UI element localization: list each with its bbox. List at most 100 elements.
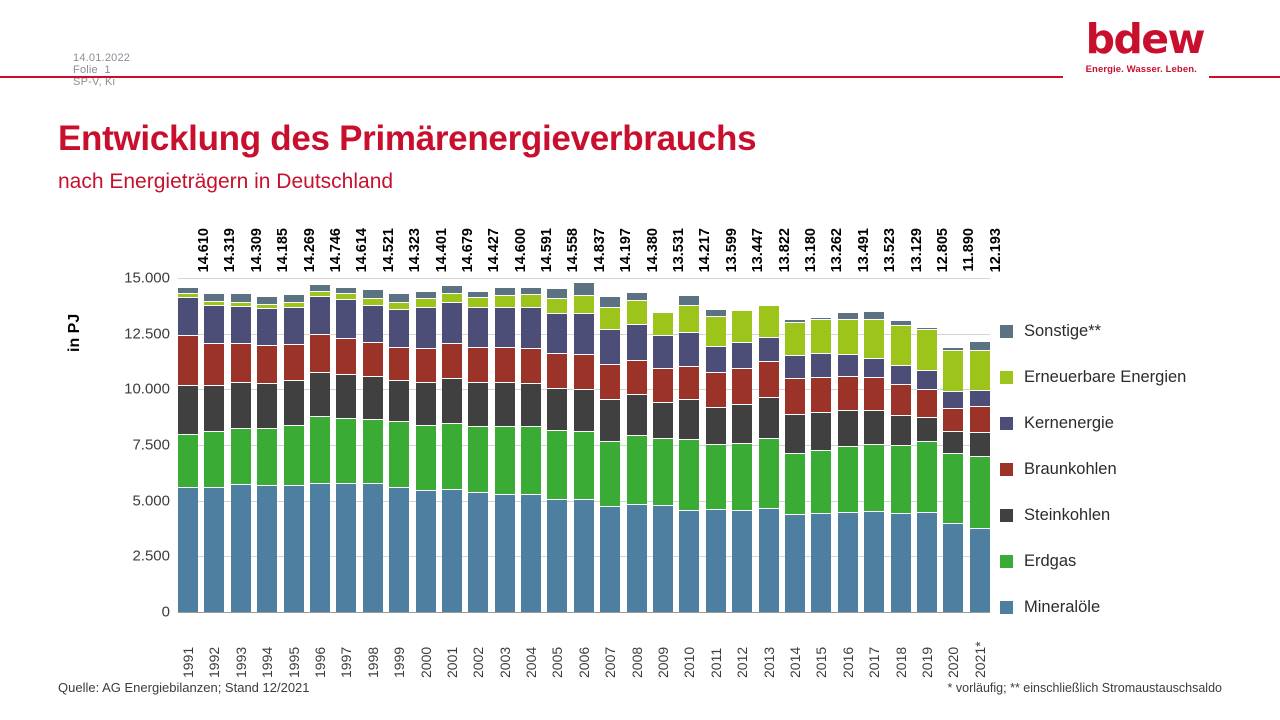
bar-segment[interactable]: [389, 421, 410, 487]
bar-segment[interactable]: [336, 293, 357, 299]
bar-segment[interactable]: [441, 301, 462, 344]
bar-column[interactable]: 14.558: [547, 228, 581, 612]
bar-segment[interactable]: [204, 293, 225, 302]
bar-segment[interactable]: [336, 338, 357, 375]
bar-segment[interactable]: [309, 283, 330, 291]
bar-segment[interactable]: [573, 353, 594, 389]
bar-segment[interactable]: [204, 301, 225, 306]
bar-segment[interactable]: [573, 281, 594, 295]
bar-segment[interactable]: [257, 308, 278, 346]
bar-segment[interactable]: [626, 324, 647, 361]
bar-segment[interactable]: [943, 347, 964, 350]
bar-segment[interactable]: [309, 371, 330, 417]
bar-column[interactable]: 12.193: [969, 228, 1004, 612]
bar-segment[interactable]: [336, 298, 357, 339]
bar-segment[interactable]: [758, 507, 779, 612]
bar-segment[interactable]: [837, 318, 858, 354]
bar-column[interactable]: 13.262: [811, 228, 845, 612]
bar-column[interactable]: 13.491: [837, 228, 872, 612]
bar-segment[interactable]: [547, 388, 568, 431]
bar-segment[interactable]: [758, 397, 779, 438]
bar-segment[interactable]: [468, 296, 489, 307]
bar-segment[interactable]: [389, 293, 410, 302]
bar-segment[interactable]: [178, 486, 198, 612]
bar-segment[interactable]: [784, 414, 805, 453]
bar-column[interactable]: 14.610: [178, 228, 212, 612]
bar-segment[interactable]: [890, 415, 911, 445]
bar-segment[interactable]: [811, 376, 832, 412]
bar-segment[interactable]: [521, 382, 542, 427]
bar-segment[interactable]: [732, 310, 753, 343]
bar-segment[interactable]: [626, 434, 647, 504]
bar-segment[interactable]: [969, 432, 990, 457]
bar-column[interactable]: 13.180: [784, 228, 819, 612]
bar-segment[interactable]: [309, 290, 330, 296]
bar-segment[interactable]: [441, 292, 462, 302]
bar-segment[interactable]: [890, 383, 911, 416]
bar-segment[interactable]: [600, 328, 621, 364]
bar-segment[interactable]: [441, 343, 462, 379]
bar-segment[interactable]: [784, 322, 805, 355]
bar-segment[interactable]: [653, 334, 674, 369]
bar-segment[interactable]: [943, 349, 964, 391]
bar-segment[interactable]: [309, 482, 330, 612]
bar-segment[interactable]: [362, 298, 383, 305]
bar-segment[interactable]: [784, 378, 805, 415]
bar-segment[interactable]: [837, 409, 858, 446]
bar-segment[interactable]: [362, 341, 383, 377]
bar-column[interactable]: 13.129: [890, 228, 925, 612]
bar-segment[interactable]: [784, 354, 805, 379]
bar-column[interactable]: 14.269: [283, 228, 318, 612]
bar-segment[interactable]: [362, 304, 383, 342]
bar-segment[interactable]: [653, 402, 674, 438]
bar-segment[interactable]: [336, 418, 357, 484]
bar-segment[interactable]: [864, 443, 885, 511]
bar-segment[interactable]: [573, 294, 594, 313]
bar-segment[interactable]: [864, 410, 885, 444]
bar-segment[interactable]: [916, 512, 937, 612]
bar-segment[interactable]: [547, 498, 568, 612]
bar-segment[interactable]: [679, 509, 700, 612]
bar-segment[interactable]: [494, 286, 515, 295]
bar-segment[interactable]: [521, 494, 542, 612]
bar-segment[interactable]: [521, 307, 542, 348]
bar-segment[interactable]: [204, 342, 225, 386]
bar-segment[interactable]: [890, 512, 911, 612]
legend-item[interactable]: Erneuerbare Energien: [1000, 354, 1270, 400]
bar-column[interactable]: 14.323: [389, 228, 423, 612]
bar-segment[interactable]: [230, 305, 251, 344]
bar-segment[interactable]: [389, 346, 410, 381]
legend-item[interactable]: Steinkohlen: [1000, 492, 1270, 538]
bar-segment[interactable]: [494, 382, 515, 426]
bar-segment[interactable]: [204, 385, 225, 432]
bar-segment[interactable]: [626, 393, 647, 435]
bar-segment[interactable]: [230, 293, 251, 302]
bar-column[interactable]: 14.837: [573, 228, 608, 612]
bar-segment[interactable]: [811, 513, 832, 612]
bar-column[interactable]: 14.309: [230, 228, 265, 612]
bar-segment[interactable]: [362, 418, 383, 483]
bar-segment[interactable]: [969, 406, 990, 433]
bar-segment[interactable]: [811, 316, 832, 319]
bar-segment[interactable]: [600, 441, 621, 507]
bar-segment[interactable]: [573, 499, 594, 612]
bar-segment[interactable]: [468, 491, 489, 612]
bar-segment[interactable]: [732, 342, 753, 368]
bar-segment[interactable]: [837, 353, 858, 376]
bar-segment[interactable]: [415, 347, 436, 383]
bar-segment[interactable]: [178, 293, 198, 298]
bar-column[interactable]: 14.591: [521, 228, 555, 612]
bar-segment[interactable]: [441, 285, 462, 293]
bar-segment[interactable]: [309, 416, 330, 483]
bar-segment[interactable]: [916, 417, 937, 442]
bar-segment[interactable]: [837, 511, 858, 612]
bar-column[interactable]: 14.427: [468, 228, 502, 612]
legend-item[interactable]: Kernenergie: [1000, 400, 1270, 446]
bar-segment[interactable]: [204, 305, 225, 343]
bar-segment[interactable]: [283, 424, 304, 485]
bar-segment[interactable]: [389, 301, 410, 309]
bar-column[interactable]: 14.746: [309, 228, 344, 612]
bar-segment[interactable]: [257, 303, 278, 309]
bar-segment[interactable]: [811, 411, 832, 451]
legend-item[interactable]: Erdgas: [1000, 538, 1270, 584]
